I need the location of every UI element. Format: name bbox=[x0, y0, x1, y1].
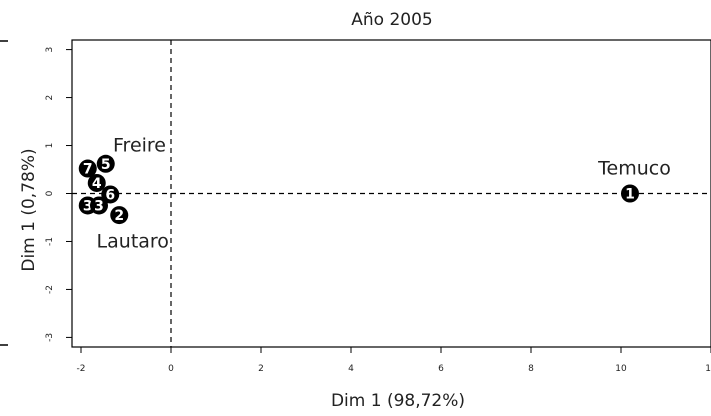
data-point bbox=[101, 185, 120, 204]
x-tick-label: 8 bbox=[528, 364, 534, 374]
data-point bbox=[87, 173, 106, 192]
y-tick-label: 2 bbox=[45, 95, 55, 101]
data-point-label: 4 bbox=[92, 176, 102, 192]
left-panel-bracket bbox=[0, 40, 8, 346]
x-tick-label: 2 bbox=[258, 364, 264, 374]
data-point-label: 7 bbox=[83, 162, 93, 178]
y-tick-label: 0 bbox=[45, 190, 55, 196]
y-axis-label: Dim 1 (0,78%) bbox=[19, 148, 39, 271]
x-axis-label: Dim 1 (98,72%) bbox=[331, 391, 465, 411]
y-tick-label: -2 bbox=[45, 285, 55, 294]
data-point bbox=[96, 154, 115, 173]
x-tick-label: 0 bbox=[168, 364, 174, 374]
data-point-label: 5 bbox=[101, 157, 111, 173]
data-point-label: 1 bbox=[625, 187, 635, 203]
annotation-label: Freire bbox=[113, 135, 166, 157]
chart-title: Año 2005 bbox=[351, 10, 432, 30]
data-point bbox=[78, 159, 97, 178]
x-tick-label: 10 bbox=[615, 364, 627, 374]
x-tick-label: 12 bbox=[705, 364, 711, 374]
data-point-label: 3 bbox=[94, 198, 104, 214]
annotation-label: Temuco bbox=[597, 158, 671, 180]
y-tick-label: -3 bbox=[45, 333, 55, 342]
x-tick-label: 4 bbox=[348, 364, 354, 374]
data-point bbox=[110, 206, 129, 225]
data-point-label: 2 bbox=[114, 208, 124, 224]
y-tick-label: 1 bbox=[45, 143, 55, 149]
data-point bbox=[90, 196, 108, 215]
annotation-label: Lautaro bbox=[97, 230, 169, 252]
y-tick-label: -1 bbox=[45, 237, 55, 246]
data-point-label: 6 bbox=[105, 187, 115, 203]
data-point-label: 3 bbox=[83, 198, 93, 214]
x-tick-label: 6 bbox=[438, 364, 444, 374]
x-tick-label: -2 bbox=[77, 364, 86, 374]
data-point bbox=[621, 184, 639, 203]
y-tick-label: 3 bbox=[45, 47, 55, 53]
